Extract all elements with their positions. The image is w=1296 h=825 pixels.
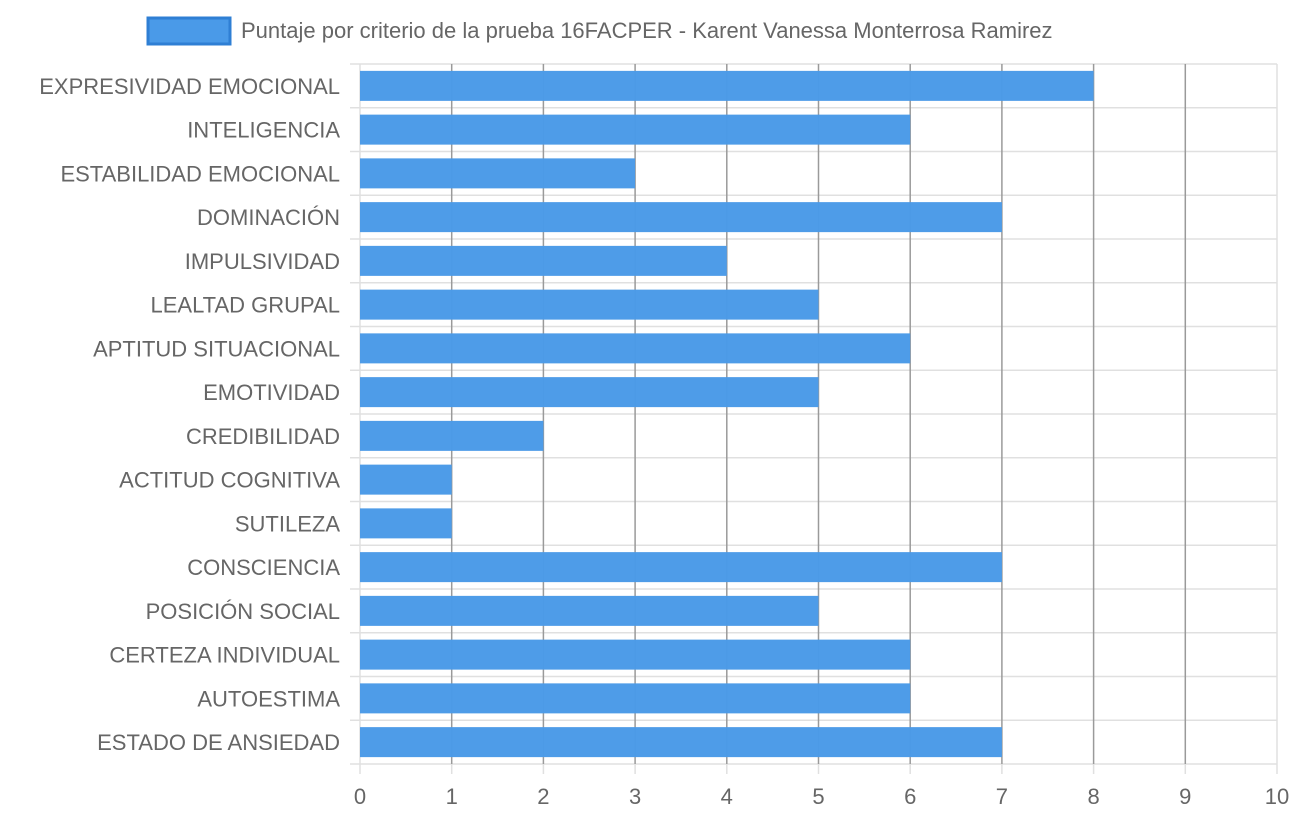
x-tick-label: 10 [1265,784,1289,809]
category-label: LEALTAD GRUPAL [150,293,340,318]
category-labels: EXPRESIVIDAD EMOCIONAL INTELIGENCIA ESTABI… [39,74,340,755]
category-label: INTELIGENCIA [187,118,340,143]
bar[interactable] [360,245,727,276]
bar[interactable] [360,639,911,670]
category-label: APTITUD SITUACIONAL [93,336,340,361]
x-tick-label: 9 [1179,784,1191,809]
bar[interactable] [360,202,1002,233]
x-tick-label: 0 [354,784,366,809]
category-label: CONSCIENCIA [187,555,340,580]
x-axis-ticks: 0 1 2 3 4 5 6 7 8 9 10 [354,784,1289,809]
bar[interactable] [360,70,1094,101]
bar[interactable] [360,552,1002,583]
x-tick-label: 6 [904,784,916,809]
category-label: DOMINACIÓN [197,205,340,230]
x-tick-label: 4 [721,784,733,809]
category-label: CERTEZA INDIVIDUAL [109,643,340,668]
x-tick-label: 5 [812,784,824,809]
bar[interactable] [360,595,819,626]
legend-label[interactable]: Puntaje por criterio de la prueba 16FACP… [241,18,1053,43]
bar[interactable] [360,420,544,451]
bar[interactable] [360,114,911,145]
legend[interactable]: Puntaje por criterio de la prueba 16FACP… [146,16,1053,46]
bar[interactable] [360,464,452,495]
category-label: CREDIBILIDAD [186,424,340,449]
x-tick-label: 1 [446,784,458,809]
category-label: ESTADO DE ANSIEDAD [97,730,340,755]
bar[interactable] [360,333,911,364]
bar[interactable] [360,683,911,714]
bar[interactable] [360,727,1002,758]
category-label: SUTILEZA [235,511,340,536]
category-label: ESTABILIDAD EMOCIONAL [60,161,340,186]
bar[interactable] [360,158,636,189]
x-tick-label: 3 [629,784,641,809]
category-label: EMOTIVIDAD [203,380,340,405]
bar[interactable] [360,289,819,320]
legend-swatch[interactable] [146,16,232,46]
bars [360,70,1094,758]
x-tick-label: 2 [537,784,549,809]
bar[interactable] [360,508,452,539]
category-label: POSICIÓN SOCIAL [146,599,340,624]
category-label: EXPRESIVIDAD EMOCIONAL [39,74,340,99]
bar[interactable] [360,377,819,408]
category-label: IMPULSIVIDAD [185,249,340,274]
category-label: ACTITUD COGNITIVA [119,468,340,493]
x-tick-label: 8 [1087,784,1099,809]
x-tick-label: 7 [996,784,1008,809]
category-label: AUTOESTIMA [197,686,340,711]
